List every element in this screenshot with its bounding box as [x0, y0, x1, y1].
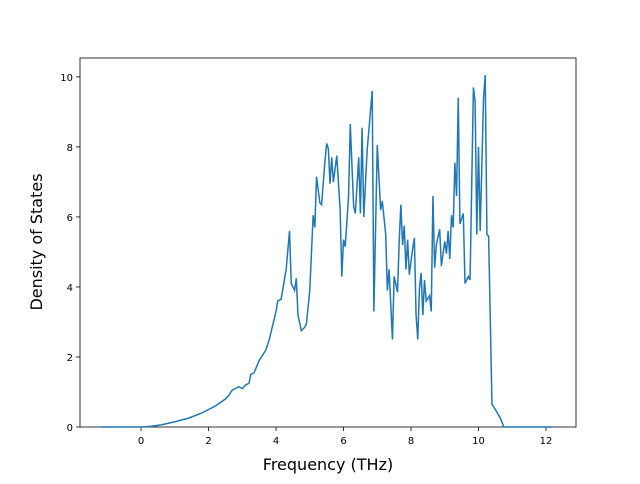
- x-tick-label: 6: [340, 436, 346, 447]
- x-tick-label: 2: [205, 436, 211, 447]
- y-tick-label: 8: [67, 143, 73, 154]
- y-axis-label: Density of States: [27, 173, 46, 310]
- plot-frame: [79, 57, 577, 428]
- x-tick-label: 12: [540, 436, 553, 447]
- x-axis-label: Frequency (THz): [263, 455, 393, 474]
- line-series: [100, 75, 553, 428]
- y-tick-label: 2: [67, 353, 73, 364]
- x-tick-label: 4: [273, 436, 279, 447]
- y-tick-label: 4: [67, 283, 73, 294]
- y-tick-label: 0: [67, 423, 73, 434]
- y-tick-label: 10: [60, 73, 73, 84]
- x-tick-label: 0: [138, 436, 144, 447]
- x-tick-label: 10: [472, 436, 485, 447]
- y-tick-label: 6: [67, 213, 73, 224]
- x-tick-label: 8: [408, 436, 414, 447]
